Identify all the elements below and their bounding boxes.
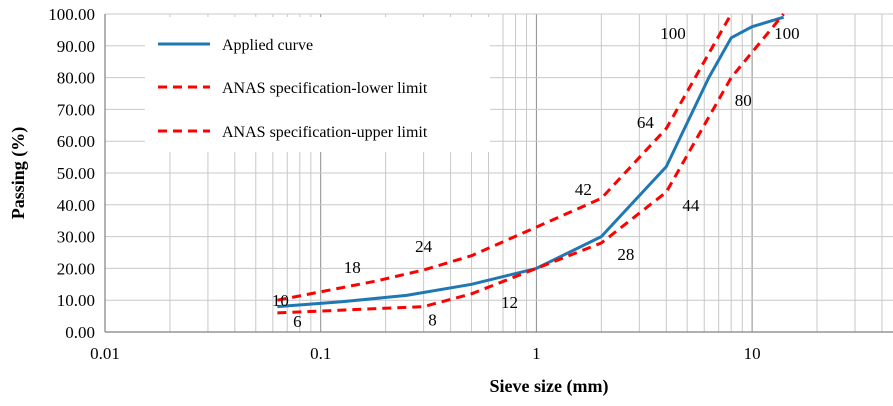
x-tick-label: 0.01 [90, 344, 120, 363]
x-tick-label: 10 [744, 344, 761, 363]
x-axis-title: Sieve size (mm) [490, 376, 609, 397]
y-tick-label: 70.00 [57, 100, 95, 119]
legend-entry: ANAS specification-upper limit [222, 124, 428, 141]
x-tick-label: 0.1 [310, 344, 331, 363]
data-annotation: 10 [272, 291, 289, 310]
y-tick-label: 20.00 [57, 259, 95, 278]
y-tick-label: 100.00 [48, 5, 95, 24]
y-tick-label: 80.00 [57, 69, 95, 88]
series-line-0 [277, 15, 785, 309]
series-line-1 [277, 13, 785, 315]
y-tick-label: 0.00 [65, 323, 95, 342]
data-annotation: 64 [637, 113, 655, 132]
data-annotation: 24 [415, 237, 433, 256]
data-annotation: 8 [428, 310, 437, 329]
x-tick-label: 1 [532, 344, 541, 363]
data-annotation: 44 [682, 196, 700, 215]
y-tick-label: 10.00 [57, 291, 95, 310]
y-tick-label: 60.00 [57, 132, 95, 151]
series-line-2 [277, 13, 733, 302]
data-annotation: 80 [735, 91, 752, 110]
data-annotation: 18 [344, 258, 361, 277]
y-tick-label: 40.00 [57, 196, 95, 215]
y-tick-label: 50.00 [57, 164, 95, 183]
data-annotation: 100 [660, 24, 686, 43]
series-group [277, 13, 785, 315]
data-annotation: 100 [774, 24, 800, 43]
data-annotation: 12 [501, 293, 518, 312]
y-tick-label: 90.00 [57, 37, 95, 56]
legend-entry: ANAS specification-lower limit [222, 80, 428, 97]
data-annotation: 42 [575, 180, 592, 199]
legend-box [145, 17, 490, 152]
y-axis-title: Passing (%) [8, 127, 29, 220]
y-tick-label: 30.00 [57, 228, 95, 247]
legend: Applied curve ANAS specification-lower li… [145, 17, 490, 152]
data-annotation: 28 [617, 245, 634, 264]
legend-entry: Applied curve [222, 37, 313, 54]
data-annotation: 6 [293, 312, 302, 331]
